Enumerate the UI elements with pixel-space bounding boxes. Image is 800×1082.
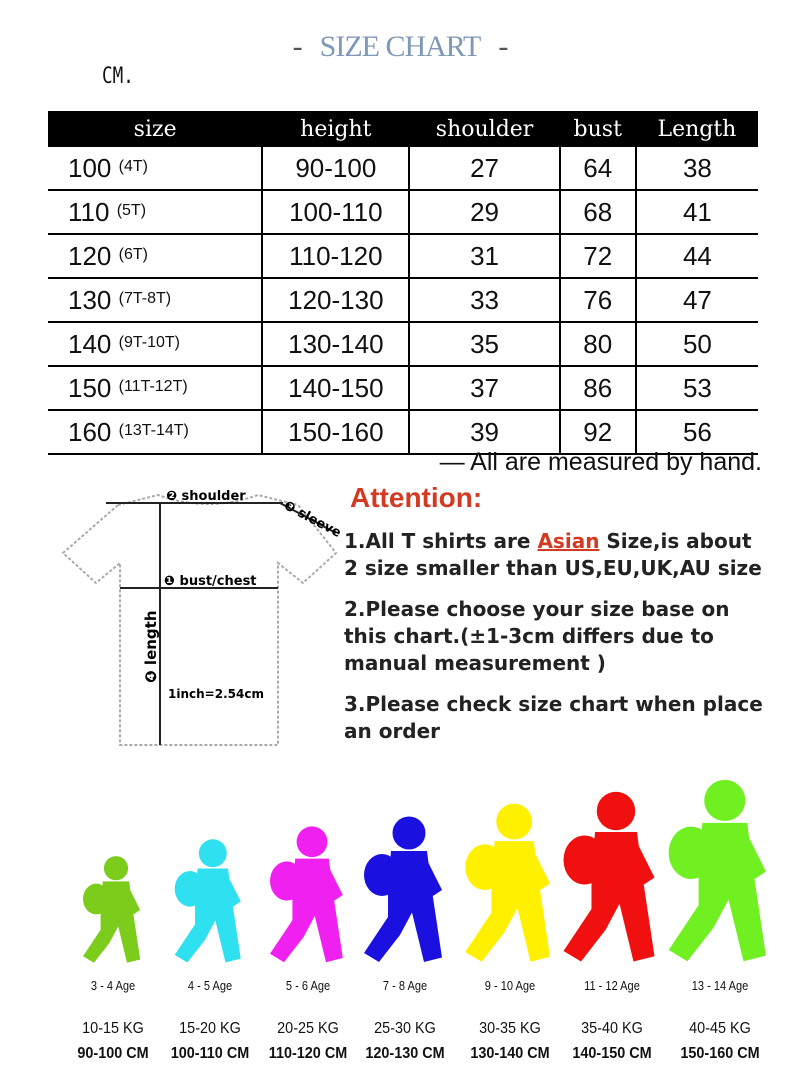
cell-length: 53 (635, 366, 758, 411)
child-silhouette-icon (82, 856, 140, 963)
child-kg-label: 35-40 KG (581, 1020, 643, 1037)
child-cm-label: 150-160 CM (680, 1045, 760, 1062)
cell-height: 120-130 (262, 278, 411, 323)
cell-bust: 86 (559, 366, 637, 411)
cell-length: 41 (635, 190, 758, 235)
title-text: SIZE CHART (319, 30, 482, 63)
child-kg-label: 20-25 KG (277, 1020, 339, 1037)
child-silhouette-icon (563, 791, 655, 962)
child-age-label: 3 - 4 Age (90, 978, 136, 993)
cell-bust: 92 (559, 410, 637, 455)
cell-bust: 76 (559, 278, 637, 323)
table-row: 110 (5T) 100-110 29 68 41 (48, 190, 758, 235)
inch-label: 1inch=2.54cm (168, 687, 264, 701)
cell-size: 130 (7T-8T) (48, 278, 264, 323)
child-silhouette-icon (175, 839, 242, 963)
header-height: height (262, 111, 410, 147)
header-bust: bust (559, 111, 636, 147)
header-size: size (48, 111, 263, 147)
child-kg-label: 25-30 KG (374, 1020, 436, 1037)
table-row: 140 (9T-10T) 130-140 35 80 50 (48, 322, 758, 367)
cell-height: 130-140 (262, 322, 411, 367)
unit-label: CM. (102, 64, 134, 89)
cell-shoulder: 37 (409, 366, 561, 411)
rule-3: 3.Please check size chart when place an … (344, 692, 763, 743)
cell-height: 110-120 (262, 234, 411, 279)
table-row: 100 (4T) 90-100 27 64 38 (48, 147, 758, 191)
child-cm-label: 130-140 CM (470, 1045, 550, 1062)
attention-title: Attention: (350, 482, 483, 513)
header-length: Length (635, 111, 758, 147)
child-kg-label: 30-35 KG (479, 1020, 541, 1037)
child-age-label: 7 - 8 Age (382, 978, 428, 993)
cell-length: 56 (635, 410, 758, 455)
child-age-label: 13 - 14 Age (691, 978, 749, 993)
cell-length: 44 (635, 234, 758, 279)
page-title: - SIZE CHART - (292, 30, 509, 63)
cell-shoulder: 31 (409, 234, 561, 279)
cell-size: 120 (6T) (48, 234, 264, 279)
cell-shoulder: 29 (409, 190, 561, 235)
table-row: 120 (6T) 110-120 31 72 44 (48, 234, 758, 279)
attention-rules: 1.All T shirts are Asian Size,is about 2… (344, 528, 764, 759)
child-silhouette-icon (363, 816, 442, 962)
child-age-label: 9 - 10 Age (484, 978, 536, 993)
cell-height: 150-160 (262, 410, 411, 455)
cell-height: 140-150 (262, 366, 411, 411)
asian-highlight: Asian (537, 529, 600, 553)
cell-size: 140 (9T-10T) (48, 322, 264, 367)
child-kg-label: 40-45 KG (689, 1020, 751, 1037)
length-label: ❹ length (142, 610, 160, 683)
table-row: 150 (11T-12T) 140-150 37 86 53 (48, 366, 758, 411)
header-shoulder: shoulder (409, 111, 560, 147)
child-silhouette-icon (269, 826, 343, 963)
child-cm-label: 100-110 CM (170, 1045, 250, 1062)
cell-height: 90-100 (262, 147, 411, 191)
child-age-label: 11 - 12 Age (584, 978, 640, 993)
cell-length: 50 (635, 322, 758, 367)
cell-length: 47 (635, 278, 758, 323)
child-age-label: 5 - 6 Age (285, 978, 331, 993)
cell-shoulder: 27 (409, 147, 561, 191)
child-cm-label: 90-100 CM (77, 1045, 149, 1062)
size-table: size height shoulder bust Length 100 (4T… (48, 111, 758, 455)
cell-size: 110 (5T) (48, 190, 264, 235)
bust-label: ❶ bust/chest (164, 574, 257, 589)
cell-length: 38 (635, 147, 758, 191)
measurement-note: — All are measured by hand. (439, 448, 762, 476)
table-row: 160 (13T-14T) 150-160 39 92 56 (48, 410, 758, 455)
cell-size: 150 (11T-12T) (48, 366, 264, 411)
child-cm-label: 120-130 CM (365, 1045, 445, 1062)
cell-bust: 68 (559, 190, 637, 235)
cell-size: 160 (13T-14T) (48, 410, 264, 455)
cell-bust: 72 (559, 234, 637, 279)
cell-shoulder: 33 (409, 278, 561, 323)
cell-shoulder: 35 (409, 322, 561, 367)
cell-shoulder: 39 (409, 410, 561, 455)
table-row: 130 (7T-8T) 120-130 33 76 47 (48, 278, 758, 323)
child-age-label: 4 - 5 Age (187, 978, 233, 993)
rule-2: 2.Please choose your size base on this c… (344, 597, 730, 675)
child-kg-label: 10-15 KG (82, 1020, 144, 1037)
tshirt-diagram-icon: ❷ shoulder ❸ sleeve ❶ bust/chest ❹ lengt… (61, 489, 343, 746)
cell-bust: 64 (559, 147, 637, 191)
cell-bust: 80 (559, 322, 637, 367)
child-kg-label: 15-20 KG (179, 1020, 241, 1037)
child-cm-label: 110-120 CM (268, 1045, 348, 1062)
child-silhouette-icon (465, 803, 550, 962)
child-silhouette-icon (668, 779, 766, 962)
rule-1: 1.All T shirts are Asian Size,is about 2… (344, 529, 762, 580)
child-cm-label: 140-150 CM (572, 1045, 652, 1062)
shoulder-label: ❷ shoulder (166, 489, 246, 504)
cell-height: 100-110 (262, 190, 411, 235)
cell-size: 100 (4T) (48, 147, 264, 191)
